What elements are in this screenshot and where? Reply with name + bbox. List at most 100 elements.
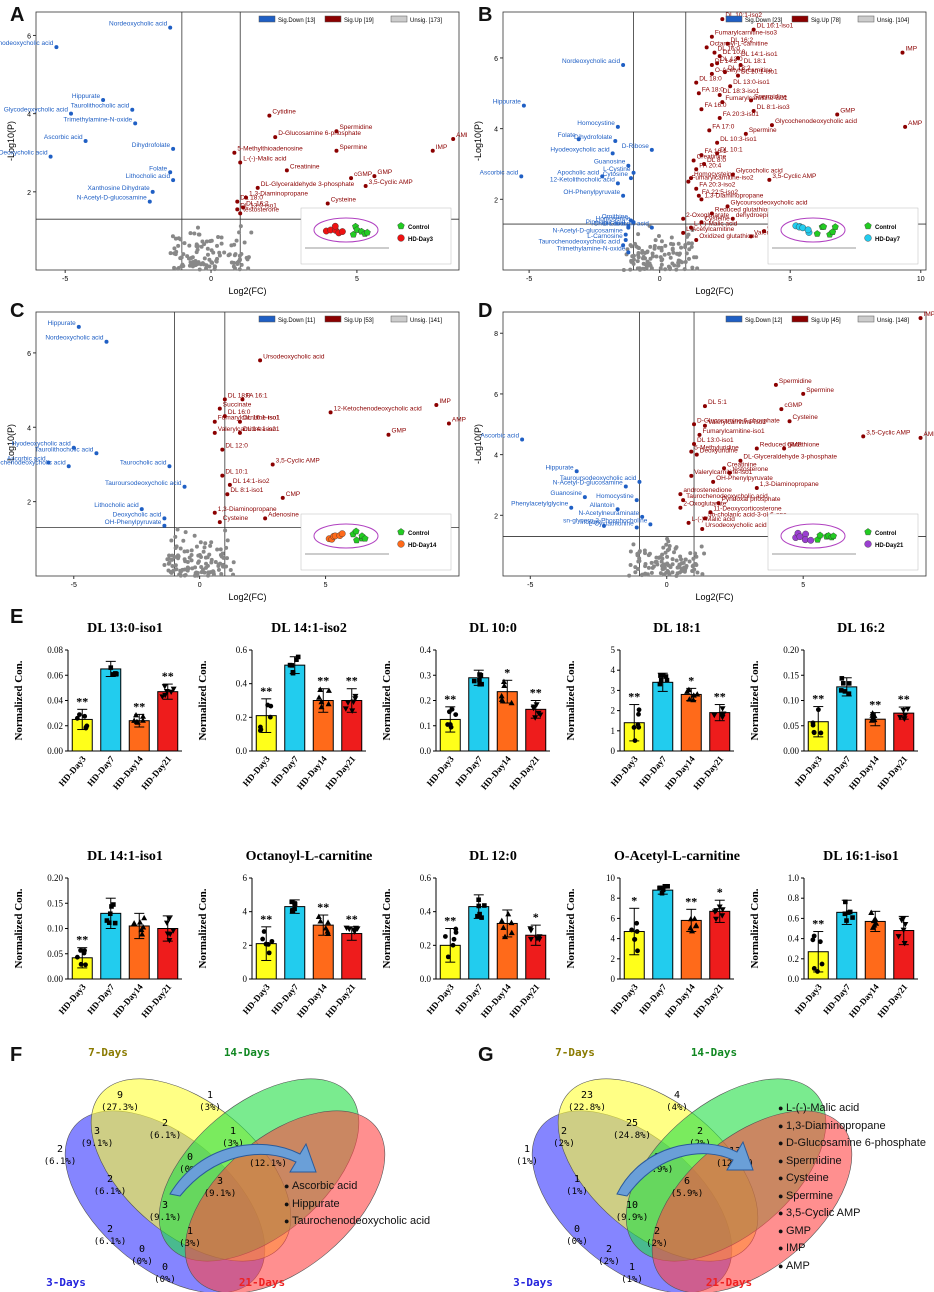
y-axis-label: Normalized Con.	[565, 888, 577, 968]
up-point-label: testosterone	[733, 466, 769, 473]
unsig-point	[627, 573, 632, 578]
unsig-point	[178, 546, 183, 551]
sample-point	[687, 915, 694, 922]
up-point	[217, 520, 222, 525]
unsig-point	[196, 232, 201, 237]
unsig-point	[195, 225, 200, 230]
venn-region-count: 2	[162, 1118, 168, 1129]
sample-point	[815, 969, 820, 974]
unsig-point	[209, 560, 214, 565]
sample-point	[163, 920, 170, 927]
up-point	[212, 510, 217, 515]
down-point	[130, 107, 135, 112]
y-tick-label: 0.00	[47, 974, 63, 984]
down-point	[101, 97, 106, 102]
up-point-label: androstenedione	[683, 487, 732, 494]
legend-swatch	[857, 15, 875, 23]
unsig-point	[219, 241, 224, 246]
unsig-point	[212, 264, 217, 269]
down-point	[601, 523, 606, 528]
up-point-label: L-Acetylcarnitine	[686, 226, 734, 233]
bar-panel-title: DL 14:1-iso1	[87, 849, 163, 864]
unsig-point	[215, 243, 220, 248]
unsig-point	[221, 562, 226, 567]
up-point	[711, 479, 716, 484]
up-point	[267, 113, 272, 118]
unsig-point	[671, 250, 676, 255]
x-tick-label: -5	[62, 276, 68, 283]
unsig-point	[686, 241, 691, 246]
y-tick-label: 2	[611, 954, 616, 964]
up-point-label: DL 12:0	[225, 443, 248, 450]
sample-point	[498, 692, 505, 699]
up-point	[709, 211, 714, 216]
category-label: HD-Day21	[139, 753, 173, 791]
sample-point	[445, 954, 451, 960]
up-point-label: Oxidized glutathione	[699, 233, 758, 240]
significance-label: **	[260, 912, 272, 926]
up-point-label: 3,5-Cyclic AMP	[276, 457, 320, 464]
x-tick-label: 0	[658, 276, 662, 283]
up-point-label: DL 18:0	[240, 195, 263, 202]
y-tick-label: 0.3	[420, 670, 432, 680]
sample-point	[477, 911, 482, 917]
unsig-point	[676, 258, 681, 263]
unsig-point	[200, 239, 205, 244]
up-point	[372, 174, 377, 179]
up-point	[727, 470, 732, 475]
sample-point	[78, 947, 83, 953]
up-point	[678, 492, 683, 497]
unsig-point	[625, 247, 630, 252]
y-tick-label: 0.6	[788, 913, 800, 923]
sample-point	[82, 713, 88, 719]
unsig-point	[687, 559, 692, 564]
up-point-label: AMP	[924, 431, 934, 438]
unsig-point	[675, 571, 680, 576]
bar-panel-title: DL 18:1	[653, 621, 701, 636]
up-point-label: FA 17:0	[712, 123, 734, 130]
legend-label: Sig.Down [11]	[278, 318, 315, 324]
unsig-point	[688, 551, 693, 556]
x-tick-label: 5	[324, 582, 328, 589]
unsig-point	[650, 251, 655, 256]
up-point	[244, 195, 249, 200]
panel-letter-g: G	[478, 1044, 494, 1066]
significance-label: **	[628, 690, 640, 704]
list-item: 1,3-Diaminopropane	[778, 1118, 926, 1136]
unsig-point	[636, 559, 641, 564]
sample-point	[719, 706, 726, 712]
sample-point	[532, 715, 539, 721]
sample-point	[107, 911, 113, 916]
up-point-label: Fumarylcarnitine-iso3	[715, 30, 778, 37]
pca-control-point	[361, 534, 369, 542]
up-point-label: D-Glucosamine 6-phosphate	[697, 417, 780, 424]
bar-panel: DL 10:0 0.0 0.1 0.2 0.3 0.4 Normalized Con. ** H…	[381, 621, 550, 792]
up-point-label: Cysteine	[704, 215, 730, 222]
venn-region-percent: (1%)	[621, 1275, 643, 1285]
sample-point	[325, 919, 332, 925]
unsig-point	[218, 547, 223, 552]
sample-point	[343, 925, 350, 931]
down-point	[631, 220, 636, 225]
category-label: HD-Day21	[507, 981, 541, 1019]
y-tick-label: 0.2	[420, 696, 431, 706]
up-point	[762, 229, 767, 234]
legend-swatch	[857, 315, 875, 323]
y-tick-label: 2	[494, 197, 498, 204]
down-point	[46, 460, 51, 465]
unsig-point	[678, 554, 683, 559]
legend-swatch	[324, 15, 342, 23]
up-point	[717, 116, 722, 121]
unsig-point	[667, 547, 672, 552]
up-point	[434, 402, 439, 407]
up-point-label: Glycocholic acid	[736, 168, 783, 175]
unsig-point	[181, 538, 186, 543]
unsig-point	[199, 244, 204, 249]
down-point	[76, 324, 81, 329]
venn-region-percent: (22.8%)	[568, 1103, 606, 1113]
up-point-label: L-(-)-Malic acid	[243, 156, 287, 163]
unsig-point	[232, 266, 237, 271]
sample-point	[817, 939, 823, 945]
pca-ellipse	[780, 523, 846, 549]
up-point-label: DL 18:0	[699, 76, 722, 83]
